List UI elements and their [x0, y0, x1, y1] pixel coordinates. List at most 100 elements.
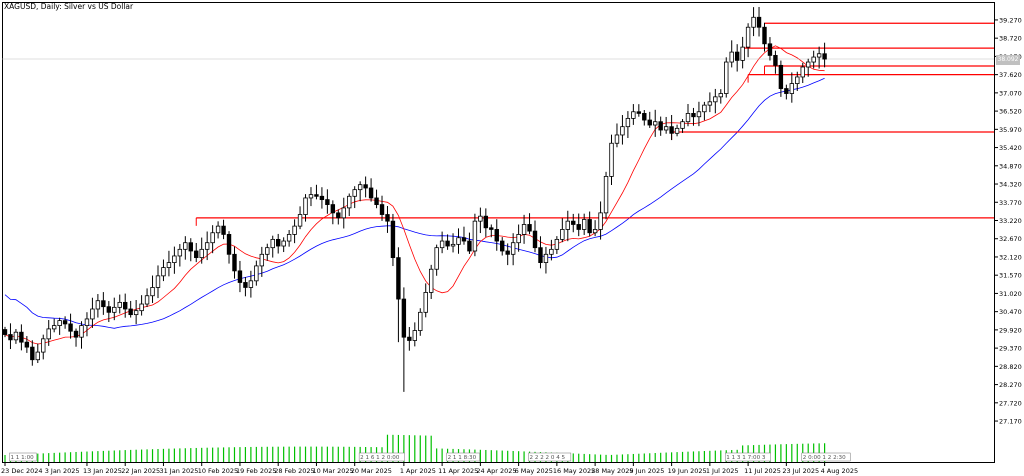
candle-body	[286, 234, 292, 242]
y-tick-label: 28.270	[999, 381, 1022, 389]
candle-body	[133, 310, 139, 316]
candle-body	[822, 53, 827, 60]
x-tick-label: 20 Mar 2025	[351, 467, 392, 475]
candle-body	[560, 229, 565, 240]
candle-body	[538, 247, 543, 263]
x-tick-label: 10 Feb 2025	[198, 467, 238, 475]
candle-body	[549, 248, 554, 255]
candle-body	[336, 212, 341, 219]
x-tick-label: 9 Jun 2025	[629, 467, 664, 475]
candle-body	[297, 214, 303, 227]
candle-body	[407, 336, 412, 341]
candle-body	[155, 275, 161, 288]
candle-body	[784, 88, 789, 94]
candle-body	[625, 117, 631, 128]
y-tick-label: 34.320	[999, 181, 1022, 189]
candle-body	[680, 121, 685, 129]
candle-body	[314, 194, 319, 197]
candle-body	[237, 270, 243, 283]
candle-body	[57, 320, 62, 326]
candle-body	[379, 204, 385, 215]
y-tick-label: 29.370	[999, 345, 1022, 353]
candle-body	[500, 240, 505, 252]
candle-body	[123, 301, 128, 310]
candle-body	[347, 195, 352, 209]
candle-body	[592, 229, 598, 234]
x-tick-label: 3 Jan 2025	[45, 467, 80, 475]
candle-body	[647, 119, 652, 126]
candle-body	[177, 248, 183, 257]
candle-body	[2, 329, 8, 335]
candle-body	[614, 134, 620, 144]
candle-body	[303, 197, 308, 215]
event-label: 2 2 2 2 0 4 5	[530, 455, 566, 461]
candle-body	[696, 111, 702, 118]
candle-body	[581, 219, 587, 230]
candle-body	[248, 280, 254, 288]
candle-body	[221, 225, 226, 235]
x-tick-label: 23 Dec 2024	[1, 467, 43, 475]
candle-body	[762, 26, 767, 45]
candle-body	[527, 224, 532, 232]
candle-body	[79, 325, 84, 338]
candle-body	[128, 308, 133, 316]
candle-body	[172, 255, 177, 263]
candle-body	[439, 240, 445, 249]
moving-average-slow	[4, 77, 825, 329]
current-price-label: 38.092	[996, 55, 1020, 65]
y-tick-label: 39.270	[999, 16, 1022, 24]
candle-body	[456, 237, 461, 245]
candle-body	[571, 220, 576, 225]
candle-body	[412, 330, 417, 341]
candle-body	[598, 212, 603, 230]
candle-body	[265, 247, 270, 255]
candle-body	[84, 318, 90, 326]
candle-body	[319, 195, 325, 201]
candle-body	[24, 341, 30, 348]
x-tick-label: 22 Jan 2025	[121, 467, 160, 475]
candle-body	[631, 111, 636, 119]
candle-body	[325, 199, 330, 205]
event-label-box	[724, 452, 771, 462]
candle-body	[707, 101, 713, 106]
candle-body	[210, 232, 215, 244]
candle-body	[73, 330, 79, 338]
candle-body	[363, 184, 368, 189]
x-tick-label: 31 Jan 2025	[159, 467, 198, 475]
candle-body	[691, 113, 696, 118]
candle-body	[674, 127, 680, 134]
x-tick-label: 4 Aug 2025	[821, 467, 859, 475]
event-label-box	[358, 452, 405, 462]
candle-body	[275, 238, 281, 247]
candle-body	[215, 225, 221, 234]
candle-body	[472, 220, 478, 252]
candle-body	[811, 56, 816, 63]
y-tick-label: 32.670	[999, 235, 1022, 243]
x-tick-label: 24 Apr 2025	[476, 467, 516, 475]
candle-body	[144, 295, 150, 305]
x-tick-label: 28 May 2025	[591, 467, 633, 475]
candle-body	[226, 234, 232, 255]
candle-body	[90, 308, 95, 320]
candle-body	[505, 250, 510, 255]
candle-body	[30, 346, 35, 361]
candle-body	[374, 197, 379, 205]
candle-body	[778, 64, 784, 89]
candle-body	[357, 184, 363, 191]
candle-body	[117, 301, 122, 308]
event-label-box	[446, 452, 480, 462]
candle-body	[150, 287, 155, 297]
candle-body	[428, 268, 434, 293]
candle-body	[396, 257, 401, 300]
candle-body	[795, 76, 800, 84]
x-tick-label: 19 Feb 2025	[236, 467, 276, 475]
event-label: 1 1 1:00	[10, 455, 34, 461]
x-tick-label: 28 Feb 2025	[274, 467, 314, 475]
y-tick-label: 34.870	[999, 162, 1022, 170]
y-tick-label: 37.620	[999, 71, 1022, 79]
y-tick-label: 33.220	[999, 217, 1022, 225]
candle-body	[101, 300, 106, 308]
x-tick-label: 19 Jun 2025	[668, 467, 707, 475]
y-tick-label: 27.170	[999, 418, 1022, 426]
candle-body	[685, 113, 691, 123]
